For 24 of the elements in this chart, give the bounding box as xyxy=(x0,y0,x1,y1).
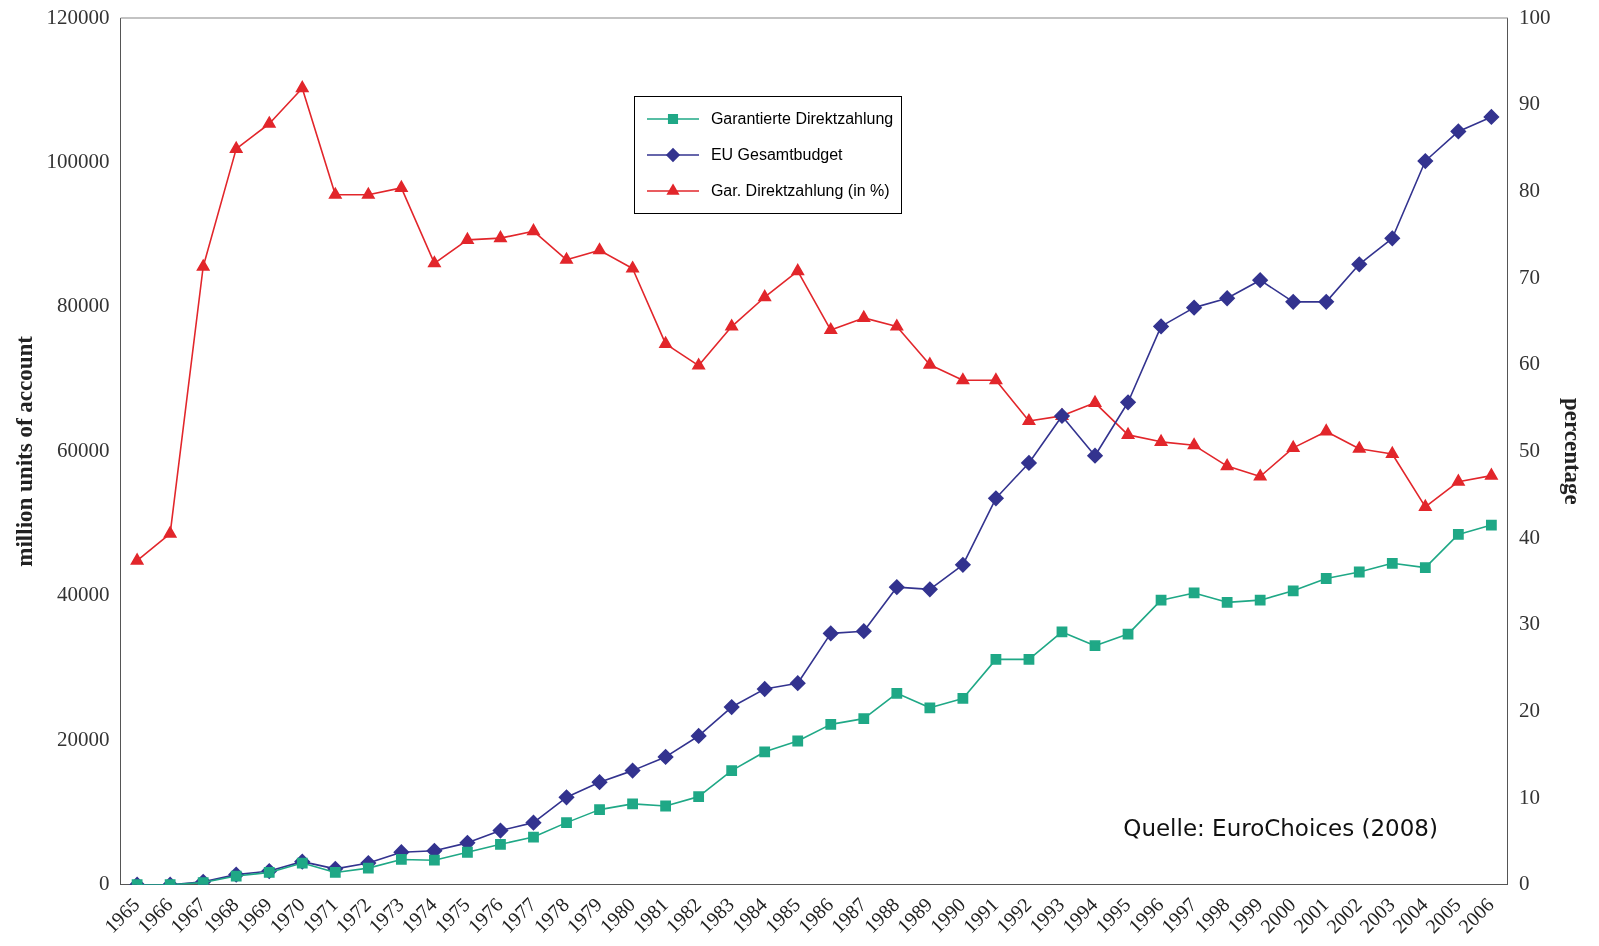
y-tick-label: 80000 xyxy=(57,293,110,318)
y2-tick-label: 20 xyxy=(1518,697,1540,722)
y-axis-title: million units of account xyxy=(11,335,37,567)
y2-axis-title: percentage xyxy=(1560,397,1586,505)
y2-tick-label: 70 xyxy=(1518,264,1540,289)
y2-tick-label: 100 xyxy=(1518,4,1551,29)
y2-tick-label: 30 xyxy=(1518,611,1540,636)
annotation: Quelle: EuroChoices (2008) xyxy=(1123,814,1438,841)
legend-label: Gar. Direktzahlung (in %) xyxy=(710,182,890,200)
legend-label: EU Gesamtbudget xyxy=(710,146,843,164)
y-tick-label: 40000 xyxy=(57,582,110,607)
legend-label: Garantierte Direktzahlung xyxy=(710,110,894,128)
y2-tick-label: 80 xyxy=(1518,177,1540,202)
y2-tick-label: 50 xyxy=(1518,437,1540,462)
y-tick-label: 0 xyxy=(99,871,110,896)
y2-tick-label: 60 xyxy=(1518,351,1540,376)
y-tick-label: 100000 xyxy=(46,148,110,173)
y2-tick-label: 40 xyxy=(1518,524,1540,549)
y-tick-label: 120000 xyxy=(46,4,110,29)
y-tick-label: 60000 xyxy=(57,437,110,462)
y-tick-label: 20000 xyxy=(57,726,110,751)
y2-tick-label: 0 xyxy=(1518,871,1530,896)
y2-tick-label: 10 xyxy=(1518,784,1540,809)
y2-tick-label: 90 xyxy=(1518,91,1540,116)
